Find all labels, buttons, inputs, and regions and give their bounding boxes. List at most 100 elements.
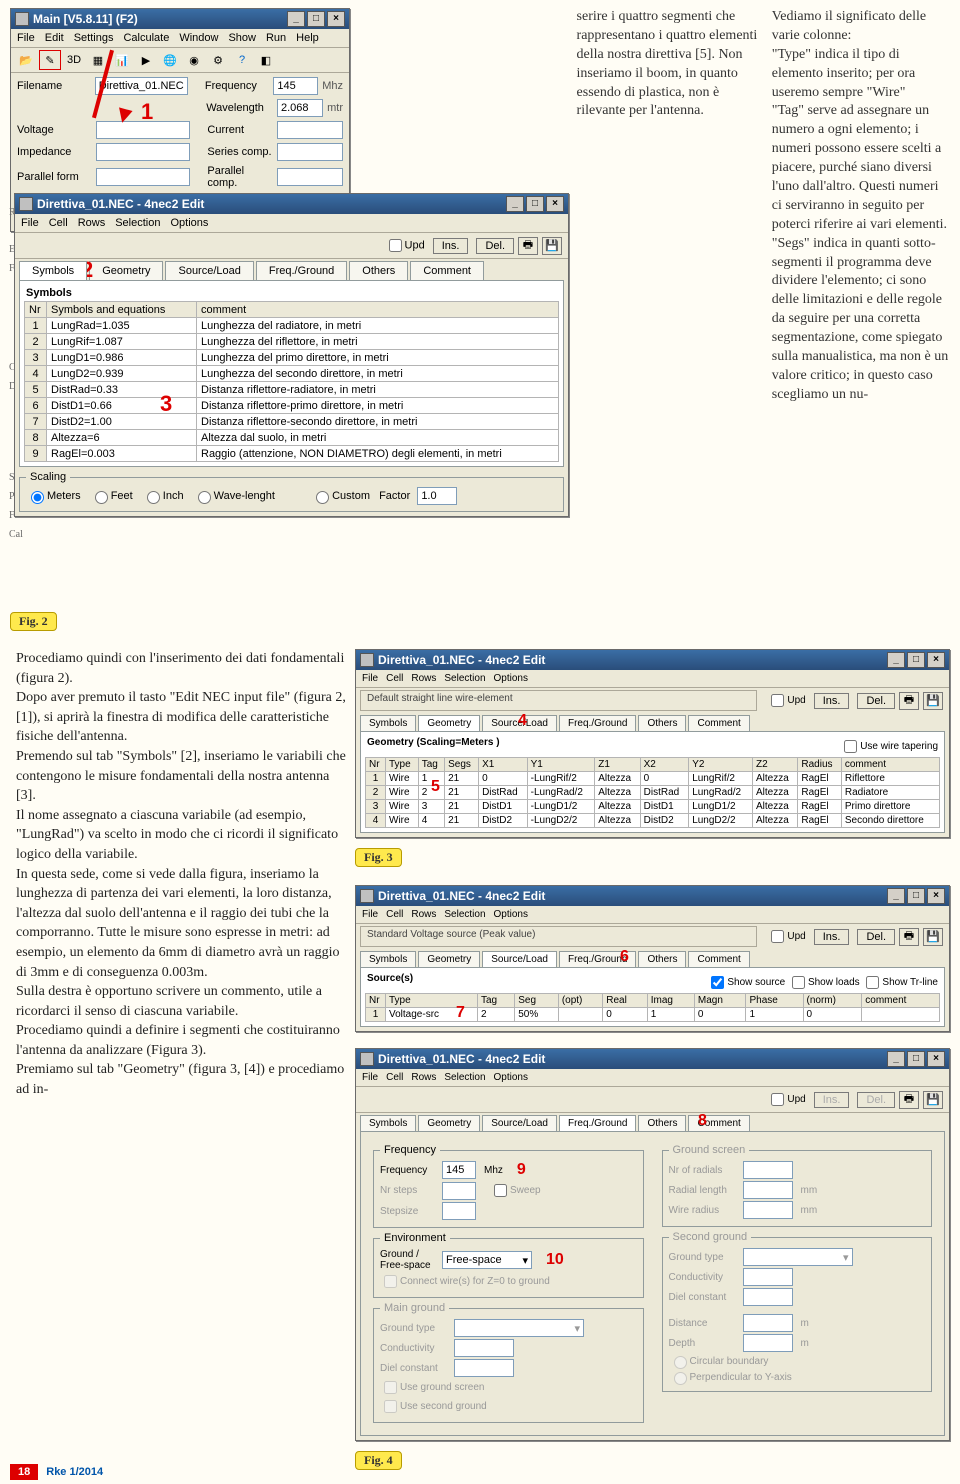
menu-show[interactable]: Show <box>228 32 256 44</box>
showtl-checkbox[interactable]: Show Tr-line <box>862 977 938 988</box>
table-row[interactable]: 3LungD1=0.986Lunghezza del primo diretto… <box>25 350 559 366</box>
ins-button[interactable]: Ins. <box>814 693 850 709</box>
geometry-table[interactable]: NrTypeTagSegsX1Y1Z1X2Y2Z2Radiuscomment 1… <box>365 757 940 828</box>
tool-3d-icon[interactable]: 3D <box>63 50 85 70</box>
menu-settings[interactable]: Settings <box>74 32 114 44</box>
showloads-checkbox[interactable]: Show loads <box>788 977 860 988</box>
maximize-button[interactable]: □ <box>526 196 544 212</box>
table-row[interactable]: 6DistD1=0.66Distanza riflettore-primo di… <box>25 398 559 414</box>
minimize-button[interactable]: _ <box>287 11 305 27</box>
impedance-field[interactable] <box>96 143 190 161</box>
menu-window[interactable]: Window <box>179 32 218 44</box>
maximize-button[interactable]: □ <box>907 652 925 668</box>
minimize-button[interactable]: _ <box>887 652 905 668</box>
tab-geometry[interactable]: Geometry <box>89 261 163 280</box>
parallelform-field[interactable] <box>96 168 190 186</box>
upd-checkbox[interactable]: Upd <box>767 927 805 946</box>
tab-sourceload[interactable]: Source/Load <box>165 261 253 280</box>
tab-others[interactable]: Others <box>638 715 686 731</box>
current-field[interactable] <box>277 121 343 139</box>
menu-cell[interactable]: Cell <box>386 673 403 684</box>
wiretaper-checkbox[interactable]: Use wire tapering <box>840 737 938 756</box>
tool-gear-icon[interactable]: ⚙ <box>207 50 229 70</box>
table-row[interactable]: 7DistD2=1.00Distanza riflettore-secondo … <box>25 414 559 430</box>
save-icon[interactable]: 💾 <box>923 692 943 710</box>
tab-sourceload[interactable]: Source/Load <box>482 1115 557 1131</box>
upd-checkbox[interactable]: Upd <box>767 691 805 710</box>
ins-button[interactable]: Ins. <box>433 238 469 254</box>
tab-geometry[interactable]: Geometry <box>418 951 480 967</box>
table-row[interactable]: 9RagEl=0.003Raggio (attenzione, NON DIAM… <box>25 446 559 462</box>
voltage-field[interactable] <box>96 121 190 139</box>
del-button[interactable]: Del. <box>857 693 895 709</box>
print-icon[interactable]: 🖶 <box>899 1091 919 1109</box>
menu-rows[interactable]: Rows <box>411 673 436 684</box>
symbols-table[interactable]: Nr Symbols and equations comment 1LungRa… <box>24 301 559 462</box>
tool-globe-icon[interactable]: 🌐 <box>159 50 181 70</box>
save-icon[interactable]: 💾 <box>923 928 943 946</box>
menu-rows[interactable]: Rows <box>411 1072 436 1083</box>
table-row[interactable]: 4Wire421DistD2-LungD2/2AltezzaDistD2Lung… <box>366 814 940 828</box>
table-row[interactable]: 1LungRad=1.035Lunghezza del radiatore, i… <box>25 318 559 334</box>
table-row[interactable]: 8Altezza=6Altezza dal suolo, in metri <box>25 430 559 446</box>
del-button[interactable]: Del. <box>476 238 514 254</box>
maximize-button[interactable]: □ <box>907 888 925 904</box>
wavelength-field[interactable]: 2.068 <box>277 99 323 117</box>
tab-comment[interactable]: Comment <box>410 261 484 280</box>
tool-play-icon[interactable]: ▶ <box>135 50 157 70</box>
table-row[interactable]: 2Wire221DistRad-LungRad/2AltezzaDistRadL… <box>366 786 940 800</box>
table-row[interactable]: 2LungRif=1.087Lunghezza del riflettore, … <box>25 334 559 350</box>
tab-symbols[interactable]: Symbols <box>360 951 416 967</box>
frequency-field[interactable]: 145 <box>273 77 318 95</box>
menu-file[interactable]: File <box>21 217 39 229</box>
tab-geometry[interactable]: Geometry <box>418 1115 480 1131</box>
seriescomp-field[interactable] <box>277 143 343 161</box>
print-icon[interactable]: 🖶 <box>518 237 538 255</box>
tab-comment[interactable]: Comment <box>688 715 749 731</box>
maximize-button[interactable]: □ <box>907 1051 925 1067</box>
close-button[interactable]: × <box>927 652 945 668</box>
sweep-checkbox[interactable]: Sweep <box>490 1181 541 1200</box>
table-row[interactable]: 5DistRad=0.33Distanza riflettore-radiato… <box>25 382 559 398</box>
menu-rows[interactable]: Rows <box>411 909 436 920</box>
radio-wavelength[interactable]: Wave-lenght <box>193 490 275 502</box>
radio-custom[interactable]: Custom <box>311 490 370 502</box>
tool-edit-icon[interactable]: ✎ <box>39 50 61 70</box>
tab-comment[interactable]: Comment <box>688 1115 749 1131</box>
tab-others[interactable]: Others <box>638 1115 686 1131</box>
menu-calculate[interactable]: Calculate <box>123 32 169 44</box>
source-table[interactable]: NrTypeTagSeg(opt)RealImagMagnPhase(norm)… <box>365 993 940 1022</box>
del-button[interactable]: Del. <box>857 929 895 945</box>
close-button[interactable]: × <box>927 888 945 904</box>
menu-options[interactable]: Options <box>494 909 528 920</box>
tab-symbols[interactable]: Symbols <box>360 1115 416 1131</box>
minimize-button[interactable]: _ <box>506 196 524 212</box>
menu-cell[interactable]: Cell <box>386 909 403 920</box>
menu-cell[interactable]: Cell <box>49 217 68 229</box>
tool-misc-icon[interactable]: ◧ <box>255 50 277 70</box>
menu-edit[interactable]: Edit <box>45 32 64 44</box>
table-row[interactable]: 1Wire1210-LungRif/2Altezza0LungRif/2Alte… <box>366 772 940 786</box>
filename-field[interactable]: Direttiva_01.NEC <box>95 77 188 95</box>
menu-options[interactable]: Options <box>494 1072 528 1083</box>
menu-file[interactable]: File <box>362 673 378 684</box>
menu-rows[interactable]: Rows <box>78 217 106 229</box>
tab-others[interactable]: Others <box>638 951 686 967</box>
menu-cell[interactable]: Cell <box>386 1072 403 1083</box>
tab-symbols[interactable]: Symbols <box>360 715 416 731</box>
close-button[interactable]: × <box>927 1051 945 1067</box>
minimize-button[interactable]: _ <box>887 1051 905 1067</box>
tab-sourceload[interactable]: Source/Load <box>482 715 557 731</box>
menu-selection[interactable]: Selection <box>444 909 485 920</box>
print-icon[interactable]: 🖶 <box>899 692 919 710</box>
menu-file[interactable]: File <box>17 32 35 44</box>
factor-field[interactable]: 1.0 <box>417 487 457 505</box>
menu-selection[interactable]: Selection <box>115 217 160 229</box>
parcomp-field[interactable] <box>277 168 343 186</box>
tab-freqground[interactable]: Freq./Ground <box>559 951 636 967</box>
menu-options[interactable]: Options <box>170 217 208 229</box>
save-icon[interactable]: 💾 <box>542 237 562 255</box>
radio-feet[interactable]: Feet <box>90 490 133 502</box>
menu-options[interactable]: Options <box>494 673 528 684</box>
tab-geometry[interactable]: Geometry <box>418 715 480 731</box>
